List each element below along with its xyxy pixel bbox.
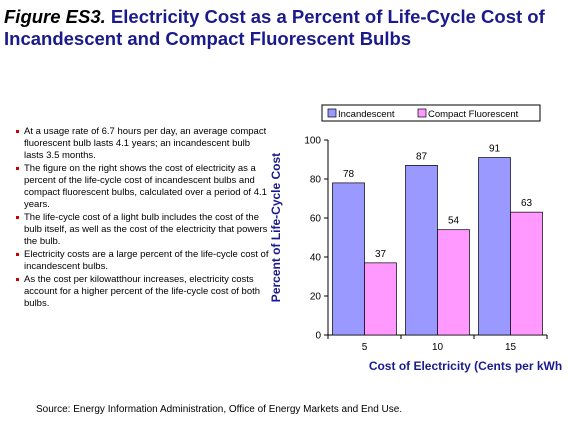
bar-chart: Incandescent Compact Fluorescent 0 20 40 60 80… (269, 104, 562, 373)
bullet-marker-icon (16, 167, 19, 170)
title-text: Electricity Cost as a Percent of Life-Cy… (4, 6, 545, 49)
bar-compact-fluorescent (364, 262, 397, 336)
bullet-marker-icon (16, 216, 19, 219)
y-tick-label: 40 (310, 253, 322, 264)
bullet-list: At a usage rate of 6.7 hours per day, an… (16, 126, 271, 311)
bullet-text: The figure on the right shows the cost o… (24, 163, 267, 210)
y-axis-label: Percent of Life-Cycle Cost (269, 153, 283, 302)
bullet-item: As the cost per kilowatthour increases, … (16, 274, 271, 310)
data-label: 87 (416, 151, 428, 162)
y-tick-label: 20 (310, 292, 322, 303)
legend-swatch (327, 108, 337, 118)
x-tick-label: 15 (505, 342, 517, 353)
bar-compact-fluorescent (510, 211, 543, 336)
bullet-item: The life-cycle cost of a light bulb incl… (16, 212, 271, 248)
x-tick-label: 5 (362, 342, 368, 353)
bullet-text: At a usage rate of 6.7 hours per day, an… (24, 126, 267, 161)
y-tick-label: 100 (304, 136, 321, 147)
bullet-item: The figure on the right shows the cost o… (16, 163, 271, 211)
legend-box (321, 104, 541, 122)
bullet-marker-icon (16, 278, 19, 281)
y-tick-label: 80 (310, 175, 322, 186)
bullet-item: Electricity costs are a large percent of… (16, 249, 271, 273)
chart-title: Figure ES3. Electricity Cost as a Percen… (4, 6, 564, 50)
data-label: 91 (489, 144, 501, 155)
legend-label: Compact Fluorescent (428, 109, 519, 120)
bullet-text: Electricity costs are a large percent of… (24, 249, 269, 272)
bullet-marker-icon (16, 253, 19, 256)
data-label: 37 (375, 249, 387, 260)
legend-swatch (417, 108, 427, 118)
bar-incandescent (332, 182, 365, 336)
bar-incandescent (405, 164, 438, 336)
bullet-marker-icon (16, 130, 19, 133)
bullet-text: The life-cycle cost of a light bulb incl… (24, 212, 268, 247)
data-label: 63 (521, 198, 533, 209)
y-tick-label: 0 (315, 331, 321, 342)
bullet-text: As the cost per kilowatthour increases, … (24, 274, 261, 309)
source-note: Source: Energy Information Administratio… (36, 404, 403, 415)
bullet-item: At a usage rate of 6.7 hours per day, an… (16, 126, 271, 162)
data-label: 78 (343, 169, 355, 180)
data-label: 54 (448, 216, 460, 227)
y-tick-label: 60 (310, 214, 322, 225)
x-axis-label: Cost of Electricity (Cents per kWh) (369, 359, 562, 373)
x-tick-label: 10 (432, 342, 444, 353)
legend-label: Incandescent (338, 109, 395, 120)
bar-compact-fluorescent (437, 229, 470, 336)
bar-incandescent (478, 157, 511, 336)
figure-label: Figure ES3. (4, 6, 106, 27)
